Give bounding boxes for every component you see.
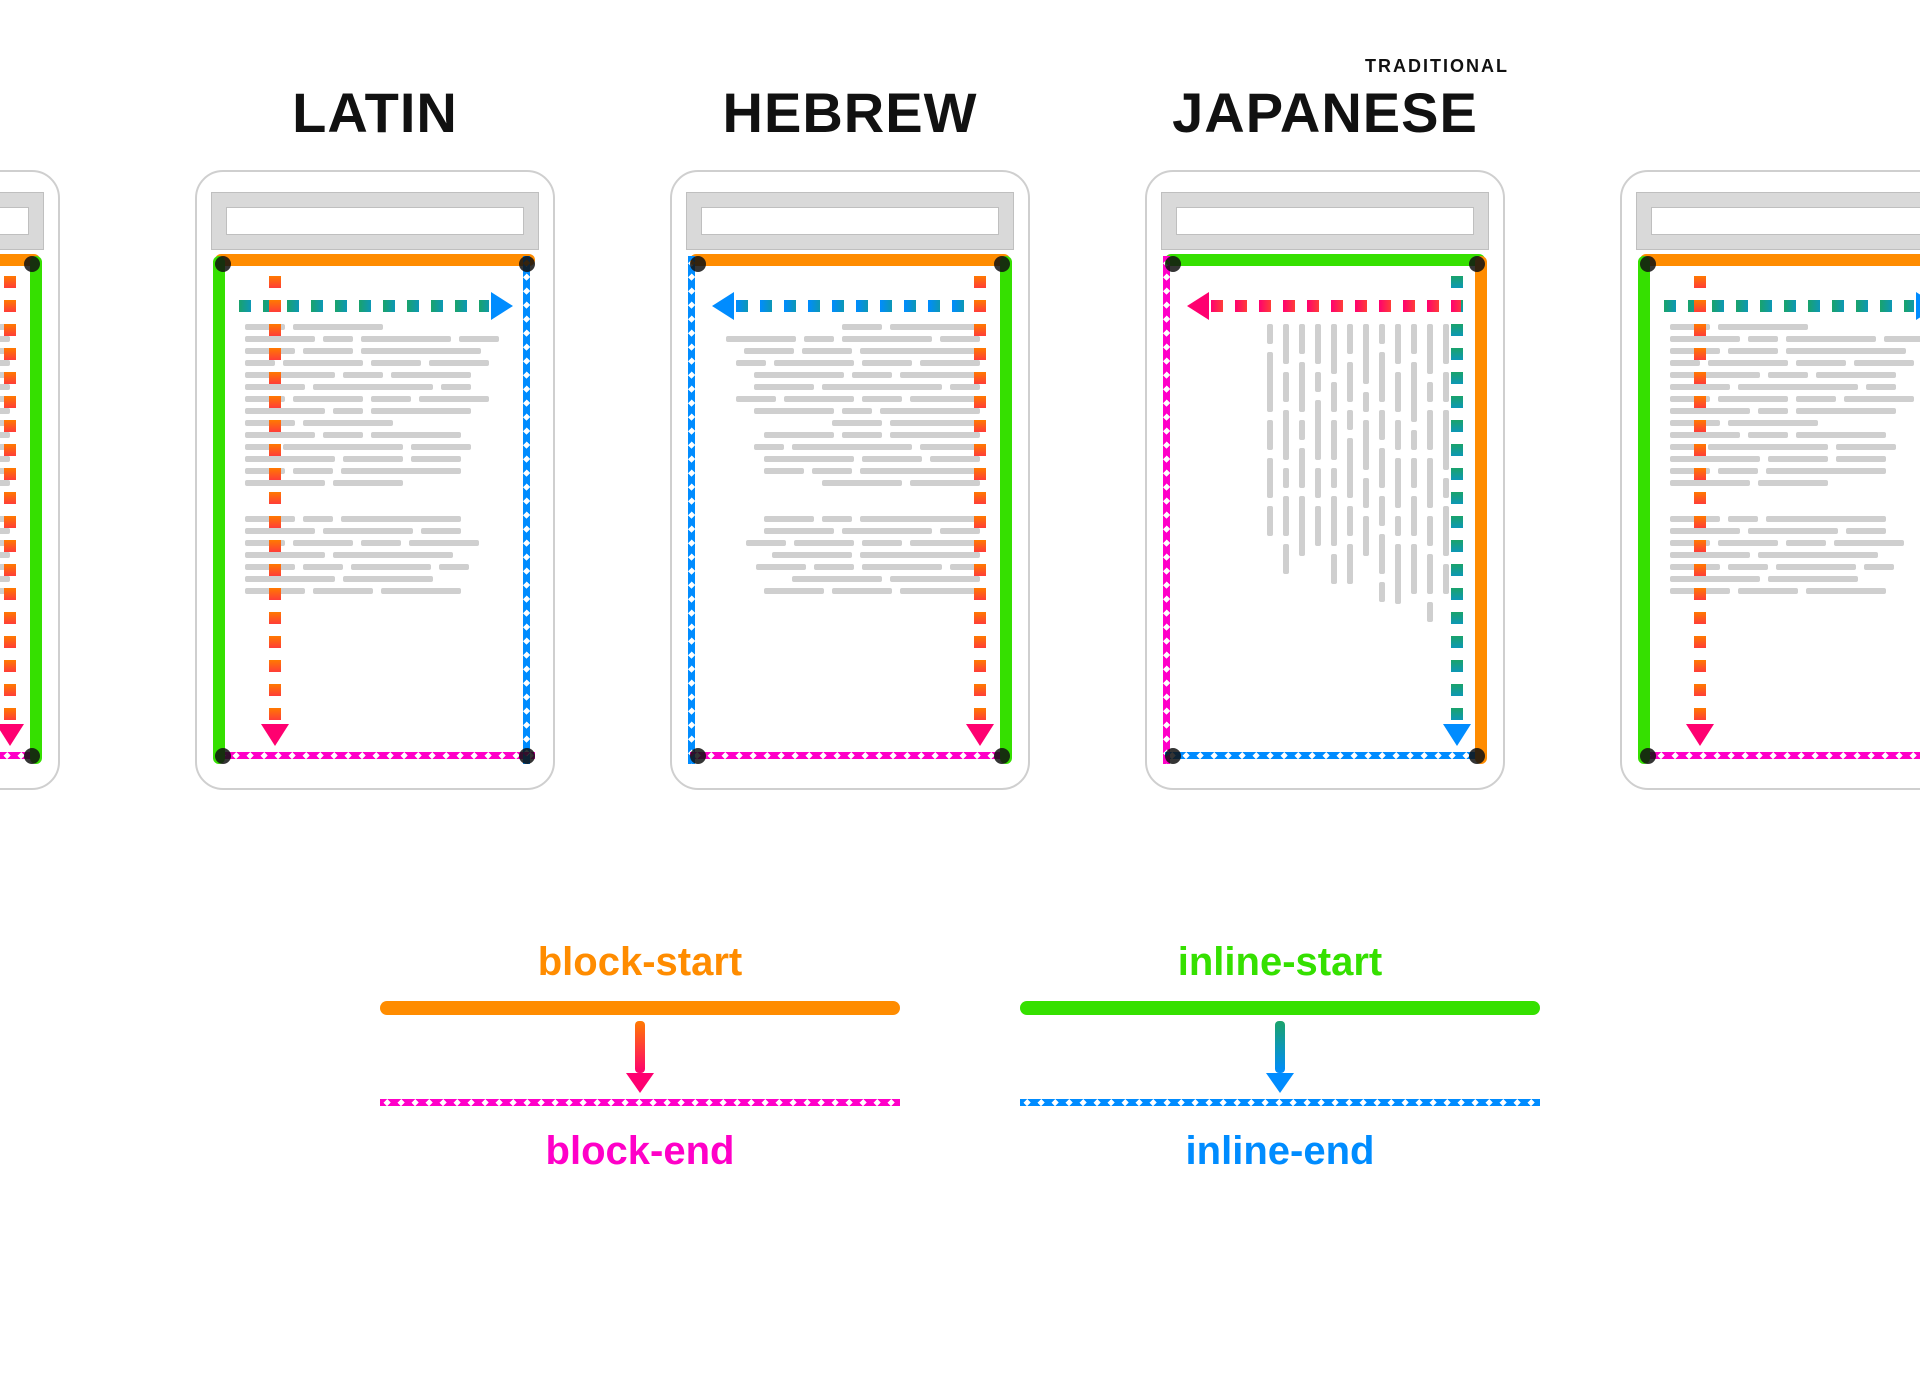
edge-right [1000,256,1012,764]
corner-dot [1165,256,1181,272]
content-area [1161,252,1489,768]
corner-dot [519,256,535,272]
inline-flow [1443,276,1471,744]
block-flow [0,276,24,744]
legend-arrow [633,1021,647,1093]
legend-bar-bottom [380,1099,900,1113]
corner-dot [690,748,706,764]
corner-dot [24,748,40,764]
corner-dot [1469,748,1485,764]
block-flow [261,276,289,744]
corner-dot [1640,748,1656,764]
corner-dot [1165,748,1181,764]
edge-left [688,256,702,764]
legend-label-top: inline-start [1020,940,1540,985]
legend-bar-top [380,1001,900,1015]
phone-title: HEBREW [670,80,1030,145]
legend-arrow [1273,1021,1287,1093]
corner-dot [690,256,706,272]
block-flow [1686,276,1714,744]
url-bar [1176,207,1474,235]
browser-chrome [686,192,1014,250]
edge-right [523,256,537,764]
corner-dot [994,256,1010,272]
phone-title: JAPANESE [1145,80,1505,145]
browser-chrome [211,192,539,250]
edge-left [1163,256,1177,764]
block-flow [966,276,994,744]
phone-title: LATIN [195,80,555,145]
block-flow [1189,292,1461,320]
phone-latin-partial [1620,170,1920,790]
legend-label-bottom: inline-end [1020,1129,1540,1174]
url-bar [0,207,29,235]
url-bar [701,207,999,235]
corner-dot [519,748,535,764]
phone-hebrew [670,170,1030,790]
legend-block: block-start block-end [380,940,900,1174]
legend-block: inline-start inline-end [1020,940,1540,1174]
content-area [211,252,539,768]
edge-top [1165,254,1485,266]
edge-right [1475,256,1487,764]
edge-bottom [690,752,1010,766]
url-bar [226,207,524,235]
legend-bar-top [1020,1001,1540,1015]
corner-dot [215,748,231,764]
content-area [0,252,44,768]
inline-flow [714,292,986,320]
url-bar [1651,207,1920,235]
phone-japanese [1145,170,1505,790]
greek-text [1201,324,1449,728]
phone-subtitle: TRADITIONAL [1365,56,1509,77]
greek-text [720,324,980,594]
legend-label-top: block-start [380,940,900,985]
content-area [1636,252,1920,768]
corner-dot [24,256,40,272]
edge-top [1640,254,1920,266]
corner-dot [994,748,1010,764]
browser-chrome [1636,192,1920,250]
edge-bottom [1640,752,1920,766]
legend: block-start block-end inline-start inline-e… [0,940,1920,1280]
content-area [686,252,1014,768]
edge-left [1638,256,1650,764]
phone-latin [195,170,555,790]
edge-top [215,254,535,266]
corner-dot [1640,256,1656,272]
edge-bottom [1165,752,1485,766]
edge-bottom [215,752,535,766]
corner-dot [215,256,231,272]
legend-label-bottom: block-end [380,1129,900,1174]
phone-hebrew-partial [0,170,60,790]
browser-chrome [0,192,44,250]
edge-top [690,254,1010,266]
edge-left [213,256,225,764]
legend-bar-bottom [1020,1099,1540,1113]
browser-chrome [1161,192,1489,250]
corner-dot [1469,256,1485,272]
phones-row: LATINHEBREWJAPANESETRADITIONAL [0,80,1920,840]
edge-right [30,256,42,764]
